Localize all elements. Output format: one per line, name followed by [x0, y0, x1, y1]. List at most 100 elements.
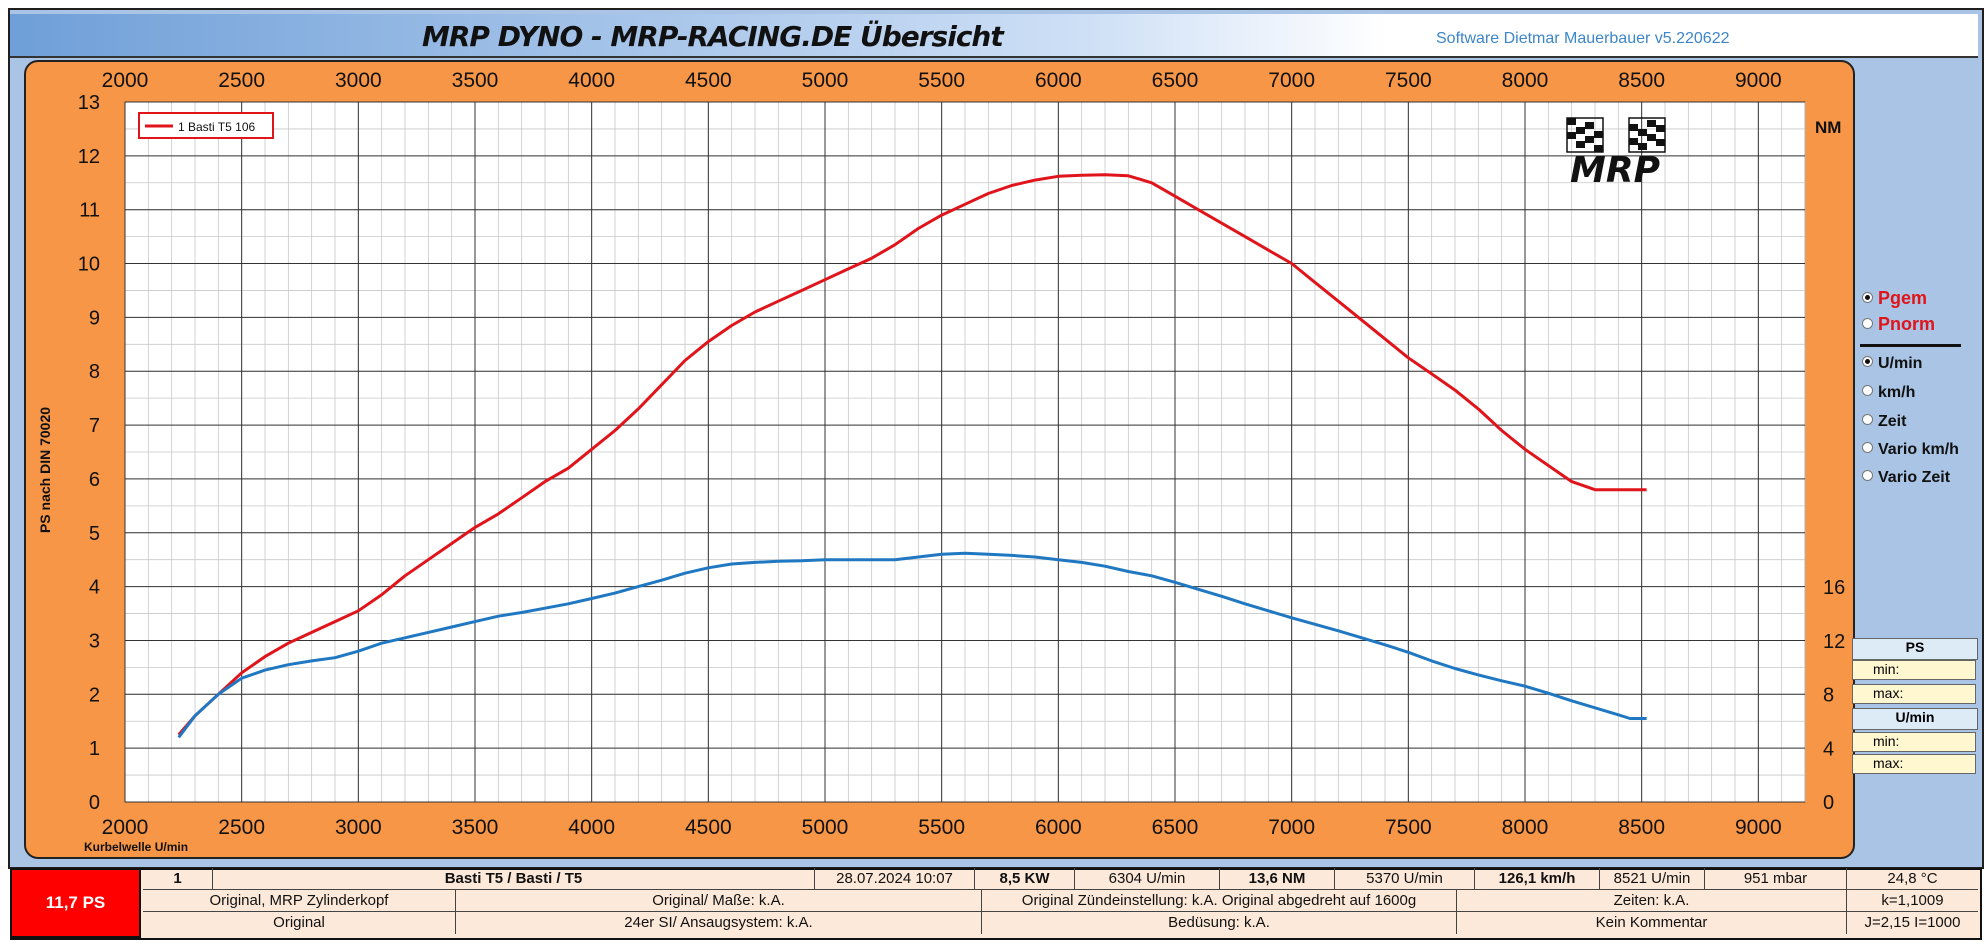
- y-tick-label: 4: [89, 577, 100, 599]
- y2-tick-label: 16: [1823, 577, 1845, 599]
- y2-tick-label: 12: [1823, 631, 1845, 653]
- y2-axis-label: NM: [1815, 118, 1841, 137]
- y-tick-label: 11: [79, 200, 100, 222]
- x-tick-label: 5000: [802, 816, 849, 839]
- run-datetime: 28.07.2024 10:07: [815, 868, 975, 890]
- rpm-box-title: U/min: [1852, 708, 1978, 730]
- software-version: Software Dietmar Mauerbauer v5.220622: [1436, 30, 1730, 47]
- ignition-info: Original Zündeinstellung: k.A. Original …: [982, 890, 1457, 912]
- x-tick-label-top: 8000: [1502, 69, 1549, 92]
- x-tick-label-top: 7500: [1385, 69, 1432, 92]
- x-tick-label: 3500: [452, 816, 499, 839]
- radio-label: Vario Zeit: [1878, 469, 1951, 486]
- logo-flag-square: [1585, 136, 1594, 143]
- y2-tick-label: 4: [1823, 738, 1834, 760]
- jetting-info: Bedüsung: k.A.: [982, 912, 1457, 934]
- y-tick-label: 1: [89, 738, 100, 760]
- x-tick-label-top: 9000: [1735, 69, 1782, 92]
- y-tick-label: 9: [89, 307, 100, 329]
- radio-pnorm[interactable]: Pnorm: [1862, 314, 1935, 335]
- rpm-max-field[interactable]: max:: [1852, 754, 1976, 774]
- x-tick-label-top: 6500: [1152, 69, 1199, 92]
- x-tick-label-top: 5500: [918, 69, 965, 92]
- x-tick-label: 6500: [1152, 816, 1199, 839]
- logo-flag-square: [1567, 118, 1576, 125]
- x-tick-label: 7000: [1268, 816, 1315, 839]
- ps-max-field[interactable]: max:: [1852, 684, 1976, 704]
- radio-kmh[interactable]: km/h: [1862, 384, 1915, 402]
- x-tick-label-top: 5000: [802, 69, 849, 92]
- ps-min-field[interactable]: min:: [1852, 660, 1976, 680]
- x-tick-label: 8000: [1502, 816, 1549, 839]
- intake-info: 24er SI/ Ansaugsystem: k.A.: [456, 912, 982, 934]
- logo-flag-square: [1576, 127, 1585, 134]
- x-tick-label: 3000: [335, 816, 382, 839]
- logo-flag-square: [1629, 138, 1638, 145]
- x-tick-label: 6000: [1035, 816, 1082, 839]
- side-divider: [1860, 344, 1961, 347]
- radio-label: Zeit: [1878, 413, 1907, 430]
- logo-flag-square: [1656, 139, 1665, 146]
- peak-kw-rpm: 6304 U/min: [1075, 868, 1220, 890]
- x-tick-label-top: 8500: [1618, 69, 1665, 92]
- y-tick-label: 12: [78, 146, 100, 168]
- engine-dimensions: Original/ Maße: k.A.: [456, 890, 982, 912]
- x-tick-label: 5500: [918, 816, 965, 839]
- legend-label: 1 Basti T5 106: [178, 120, 255, 134]
- radio-dot-icon: [1862, 317, 1873, 329]
- radio-vario-zeit[interactable]: Vario Zeit: [1862, 469, 1950, 487]
- x-tick-label: 4500: [685, 816, 732, 839]
- y-tick-label: 0: [89, 792, 100, 814]
- radio-dot-icon: [1862, 291, 1873, 303]
- info-table: [10, 868, 1982, 940]
- x-tick-label-top: 6000: [1035, 69, 1082, 92]
- radio-dot-icon: [1862, 470, 1873, 482]
- y-tick-label: 5: [89, 523, 100, 545]
- y-tick-label: 8: [89, 361, 100, 383]
- x-tick-label: 4000: [568, 816, 615, 839]
- y2-tick-label: 8: [1823, 685, 1834, 707]
- radio-pgem[interactable]: Pgem: [1862, 288, 1927, 309]
- x-tick-label: 2000: [102, 816, 149, 839]
- engine-head: Original, MRP Zylinderkopf: [143, 890, 456, 912]
- radio-label: U/min: [1878, 355, 1923, 372]
- radio-label: Vario km/h: [1878, 441, 1959, 458]
- x-tick-label: 8500: [1618, 816, 1665, 839]
- logo-flag-square: [1638, 129, 1647, 136]
- rpm-min-field[interactable]: min:: [1852, 732, 1976, 752]
- logo-flag-left: [1566, 117, 1604, 153]
- logo-flag-square: [1594, 145, 1603, 152]
- x-tick-label-top: 7000: [1268, 69, 1315, 92]
- correction-factor: k=1,1009: [1847, 890, 1978, 912]
- peak-power-badge: 11,7 PS: [10, 868, 141, 938]
- ps-box-title: PS: [1852, 638, 1978, 660]
- radio-vario-kmh[interactable]: Vario km/h: [1862, 441, 1959, 459]
- logo-flag-square: [1638, 143, 1647, 150]
- peak-nm-rpm: 5370 U/min: [1335, 868, 1475, 890]
- radio-dot-icon: [1862, 414, 1873, 426]
- peak-nm: 13,6 NM: [1220, 868, 1335, 890]
- radio-dot-icon: [1862, 442, 1873, 454]
- radio-label: km/h: [1878, 384, 1916, 401]
- y-tick-label: 2: [89, 684, 100, 706]
- x-tick-label-top: 4000: [568, 69, 615, 92]
- x-tick-label-top: 3000: [335, 69, 382, 92]
- radio-label: Pgem: [1878, 288, 1928, 308]
- logo-flag-square: [1585, 122, 1594, 129]
- inertia-info: J=2,15 I=1000: [1864, 914, 1961, 931]
- x-tick-label-top: 4500: [685, 69, 732, 92]
- x-axis-label: Kurbelwelle U/min: [84, 840, 188, 854]
- y-axis-label: PS nach DIN 70020: [37, 407, 53, 533]
- radio-dot-icon: [1862, 385, 1873, 397]
- top-speed: 126,1 km/h: [1475, 868, 1600, 890]
- logo-flag-square: [1576, 141, 1585, 148]
- logo-flag-right: [1628, 117, 1666, 153]
- y-tick-label: 13: [78, 92, 100, 114]
- y-tick-label: 7: [89, 415, 100, 437]
- radio-zeit[interactable]: Zeit: [1862, 413, 1906, 431]
- logo-text: MRP: [1570, 150, 1660, 191]
- radio-umin[interactable]: U/min: [1862, 355, 1922, 373]
- logo-flag-square: [1567, 132, 1576, 139]
- air-temperature: 24,8 °C: [1847, 868, 1978, 890]
